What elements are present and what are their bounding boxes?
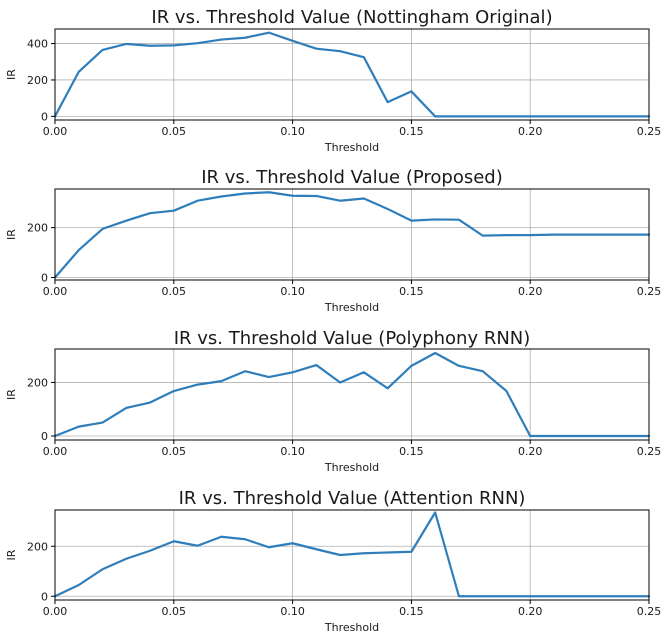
y-tick-label: 200 <box>27 376 48 389</box>
chart-title: IR vs. Threshold Value (Attention RNN) <box>179 488 526 509</box>
plot-frame <box>54 509 650 601</box>
x-tick-label: 0.05 <box>162 285 187 298</box>
x-tick-label: 0.15 <box>399 445 424 458</box>
x-tick-label: 0.10 <box>280 125 305 138</box>
x-tick-label: 0.10 <box>280 445 305 458</box>
plot-frame <box>54 28 650 121</box>
y-tick-label: 0 <box>41 590 48 603</box>
y-tick-label: 200 <box>27 74 48 87</box>
y-axis-label: IR <box>5 229 18 240</box>
x-tick-label: 0.15 <box>399 605 424 618</box>
x-tick-label: 0.20 <box>518 605 543 618</box>
y-tick-label: 400 <box>27 38 48 51</box>
x-tick-label: 0.25 <box>637 445 662 458</box>
y-axis-label: IR <box>5 69 18 80</box>
x-axis-label: Threshold <box>324 301 379 314</box>
ir-series-line <box>53 191 651 279</box>
chart-title: IR vs. Threshold Value (Nottingham Origi… <box>151 7 552 28</box>
x-axis-label: Threshold <box>324 461 379 474</box>
chart-panel-1: IR vs. Threshold Value (Nottingham Origi… <box>5 7 661 154</box>
x-tick-label: 0.15 <box>399 125 424 138</box>
chart-title: IR vs. Threshold Value (Proposed) <box>201 167 503 188</box>
x-tick-label: 0.00 <box>43 605 68 618</box>
x-axis-label: Threshold <box>324 621 379 634</box>
x-tick-label: 0.20 <box>518 125 543 138</box>
x-tick-label: 0.20 <box>518 445 543 458</box>
y-tick-label: 0 <box>41 110 48 123</box>
plot-frame <box>54 348 650 441</box>
y-axis-label: IR <box>5 389 18 400</box>
x-tick-label: 0.05 <box>162 125 187 138</box>
chart-panel-4: IR vs. Threshold Value (Attention RNN) 0.… <box>5 488 661 634</box>
y-tick-label: 200 <box>27 540 48 553</box>
x-axis-label: Threshold <box>324 141 379 154</box>
x-tick-label: 0.00 <box>43 285 68 298</box>
ir-series-line <box>53 351 651 438</box>
x-tick-label: 0.00 <box>43 125 68 138</box>
x-tick-label: 0.15 <box>399 285 424 298</box>
ir-series-line <box>53 31 651 118</box>
y-tick-label: 0 <box>41 430 48 443</box>
x-tick-label: 0.10 <box>280 605 305 618</box>
x-tick-label: 0.25 <box>637 285 662 298</box>
y-tick-label: 0 <box>41 272 48 285</box>
ir-series-line <box>53 511 651 598</box>
x-tick-label: 0.10 <box>280 285 305 298</box>
y-axis-label: IR <box>5 549 18 560</box>
x-tick-label: 0.05 <box>162 605 187 618</box>
x-tick-label: 0.00 <box>43 445 68 458</box>
x-tick-label: 0.25 <box>637 605 662 618</box>
plot-frame <box>54 188 650 281</box>
chart-panel-3: IR vs. Threshold Value (Polyphony RNN) 0.… <box>5 328 661 474</box>
x-tick-label: 0.25 <box>637 125 662 138</box>
x-tick-label: 0.20 <box>518 285 543 298</box>
y-tick-label: 200 <box>27 222 48 235</box>
chart-title: IR vs. Threshold Value (Polyphony RNN) <box>174 328 531 349</box>
chart-panel-2: IR vs. Threshold Value (Proposed) 0.00 0.0… <box>5 167 661 314</box>
x-tick-label: 0.05 <box>162 445 187 458</box>
